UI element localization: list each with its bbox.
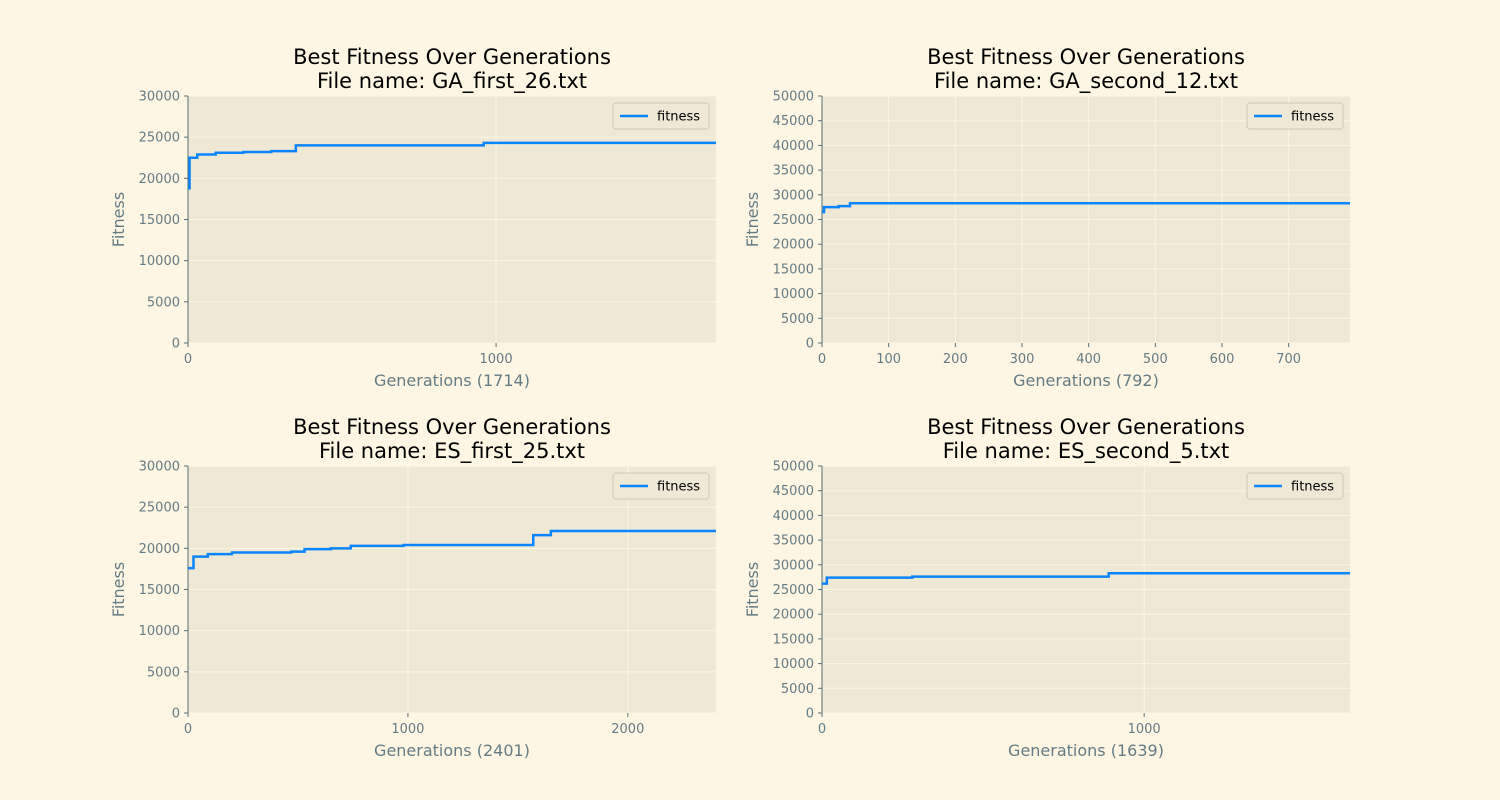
- legend-box: [612, 102, 710, 130]
- legend-box: [612, 472, 710, 500]
- chart-title: Best Fitness Over Generations: [293, 45, 611, 69]
- y-tick-label: 10000: [139, 254, 180, 269]
- y-tick-label: 5000: [147, 295, 180, 310]
- y-tick-label: 0: [172, 337, 180, 352]
- x-tick-label: 100: [876, 352, 901, 367]
- y-axis-label: Fitness: [743, 192, 762, 247]
- legend-box: [1246, 472, 1344, 500]
- x-tick-label: 300: [1010, 352, 1035, 367]
- legend-label: fitness: [1291, 110, 1334, 125]
- y-tick-label: 5000: [781, 682, 814, 697]
- y-tick-label: 45000: [773, 484, 814, 499]
- x-tick-label: 400: [1076, 352, 1101, 367]
- y-tick-label: 10000: [773, 657, 814, 672]
- y-tick-label: 5000: [781, 312, 814, 327]
- x-tick-label: 600: [1210, 352, 1235, 367]
- chart-title: Best Fitness Over Generations: [293, 415, 611, 439]
- y-tick-label: 40000: [773, 139, 814, 154]
- y-tick-label: 50000: [773, 460, 814, 475]
- x-axis-label: Generations (2401): [374, 741, 530, 760]
- y-tick-label: 15000: [773, 262, 814, 277]
- y-axis-label: Fitness: [109, 562, 128, 617]
- y-tick-label: 20000: [139, 542, 180, 557]
- y-tick-label: 0: [806, 707, 814, 722]
- chart-title: Best Fitness Over Generations: [927, 415, 1245, 439]
- x-tick-label: 700: [1276, 352, 1301, 367]
- chart-subtitle: File name: ES_second_5.txt: [943, 439, 1230, 464]
- y-tick-label: 30000: [139, 90, 180, 105]
- y-tick-label: 20000: [773, 238, 814, 253]
- chart-subtitle: File name: GA_second_12.txt: [934, 69, 1238, 94]
- y-tick-label: 30000: [139, 460, 180, 475]
- y-tick-label: 20000: [773, 608, 814, 623]
- y-tick-label: 5000: [147, 665, 180, 680]
- y-tick-label: 15000: [773, 632, 814, 647]
- y-tick-label: 40000: [773, 509, 814, 524]
- x-tick-label: 0: [184, 352, 192, 367]
- x-axis-label: Generations (1714): [374, 371, 530, 390]
- y-tick-label: 45000: [773, 114, 814, 129]
- series-line-fitness: [822, 201, 1350, 214]
- x-tick-label: 0: [818, 352, 826, 367]
- y-tick-label: 50000: [773, 90, 814, 105]
- y-tick-label: 20000: [139, 172, 180, 187]
- legend: fitness: [1246, 102, 1344, 130]
- legend: fitness: [612, 102, 710, 130]
- chart-subtitle: File name: ES_first_25.txt: [319, 439, 585, 464]
- series-line-fitness: [188, 141, 716, 190]
- y-tick-label: 25000: [773, 583, 814, 598]
- x-tick-label: 1000: [480, 352, 513, 367]
- y-tick-label: 0: [172, 707, 180, 722]
- y-tick-label: 25000: [773, 213, 814, 228]
- x-tick-label: 500: [1143, 352, 1168, 367]
- series-line-fitness: [822, 571, 1350, 585]
- x-tick-label: 1000: [1128, 722, 1161, 737]
- x-tick-label: 0: [184, 722, 192, 737]
- y-tick-label: 15000: [139, 583, 180, 598]
- y-axis-label: Fitness: [109, 192, 128, 247]
- chart-title: Best Fitness Over Generations: [927, 45, 1245, 69]
- y-tick-label: 25000: [139, 501, 180, 516]
- series-line-fitness: [188, 529, 716, 570]
- y-tick-label: 15000: [139, 213, 180, 228]
- legend-label: fitness: [657, 110, 700, 125]
- y-tick-label: 35000: [773, 164, 814, 179]
- y-tick-label: 10000: [773, 287, 814, 302]
- legend: fitness: [1246, 472, 1344, 500]
- y-tick-label: 30000: [773, 188, 814, 203]
- y-tick-label: 0: [806, 337, 814, 352]
- y-tick-label: 35000: [773, 534, 814, 549]
- legend-label: fitness: [657, 480, 700, 495]
- x-tick-label: 0: [818, 722, 826, 737]
- x-tick-label: 1000: [391, 722, 424, 737]
- chart-subtitle: File name: GA_first_26.txt: [317, 69, 587, 94]
- x-tick-label: 2000: [611, 722, 644, 737]
- legend: fitness: [612, 472, 710, 500]
- legend-box: [1246, 102, 1344, 130]
- x-axis-label: Generations (1639): [1008, 741, 1164, 760]
- x-tick-label: 200: [943, 352, 968, 367]
- y-axis-label: Fitness: [743, 562, 762, 617]
- y-tick-label: 25000: [139, 131, 180, 146]
- y-tick-label: 10000: [139, 624, 180, 639]
- x-axis-label: Generations (792): [1013, 371, 1159, 390]
- y-tick-label: 30000: [773, 558, 814, 573]
- legend-label: fitness: [1291, 480, 1334, 495]
